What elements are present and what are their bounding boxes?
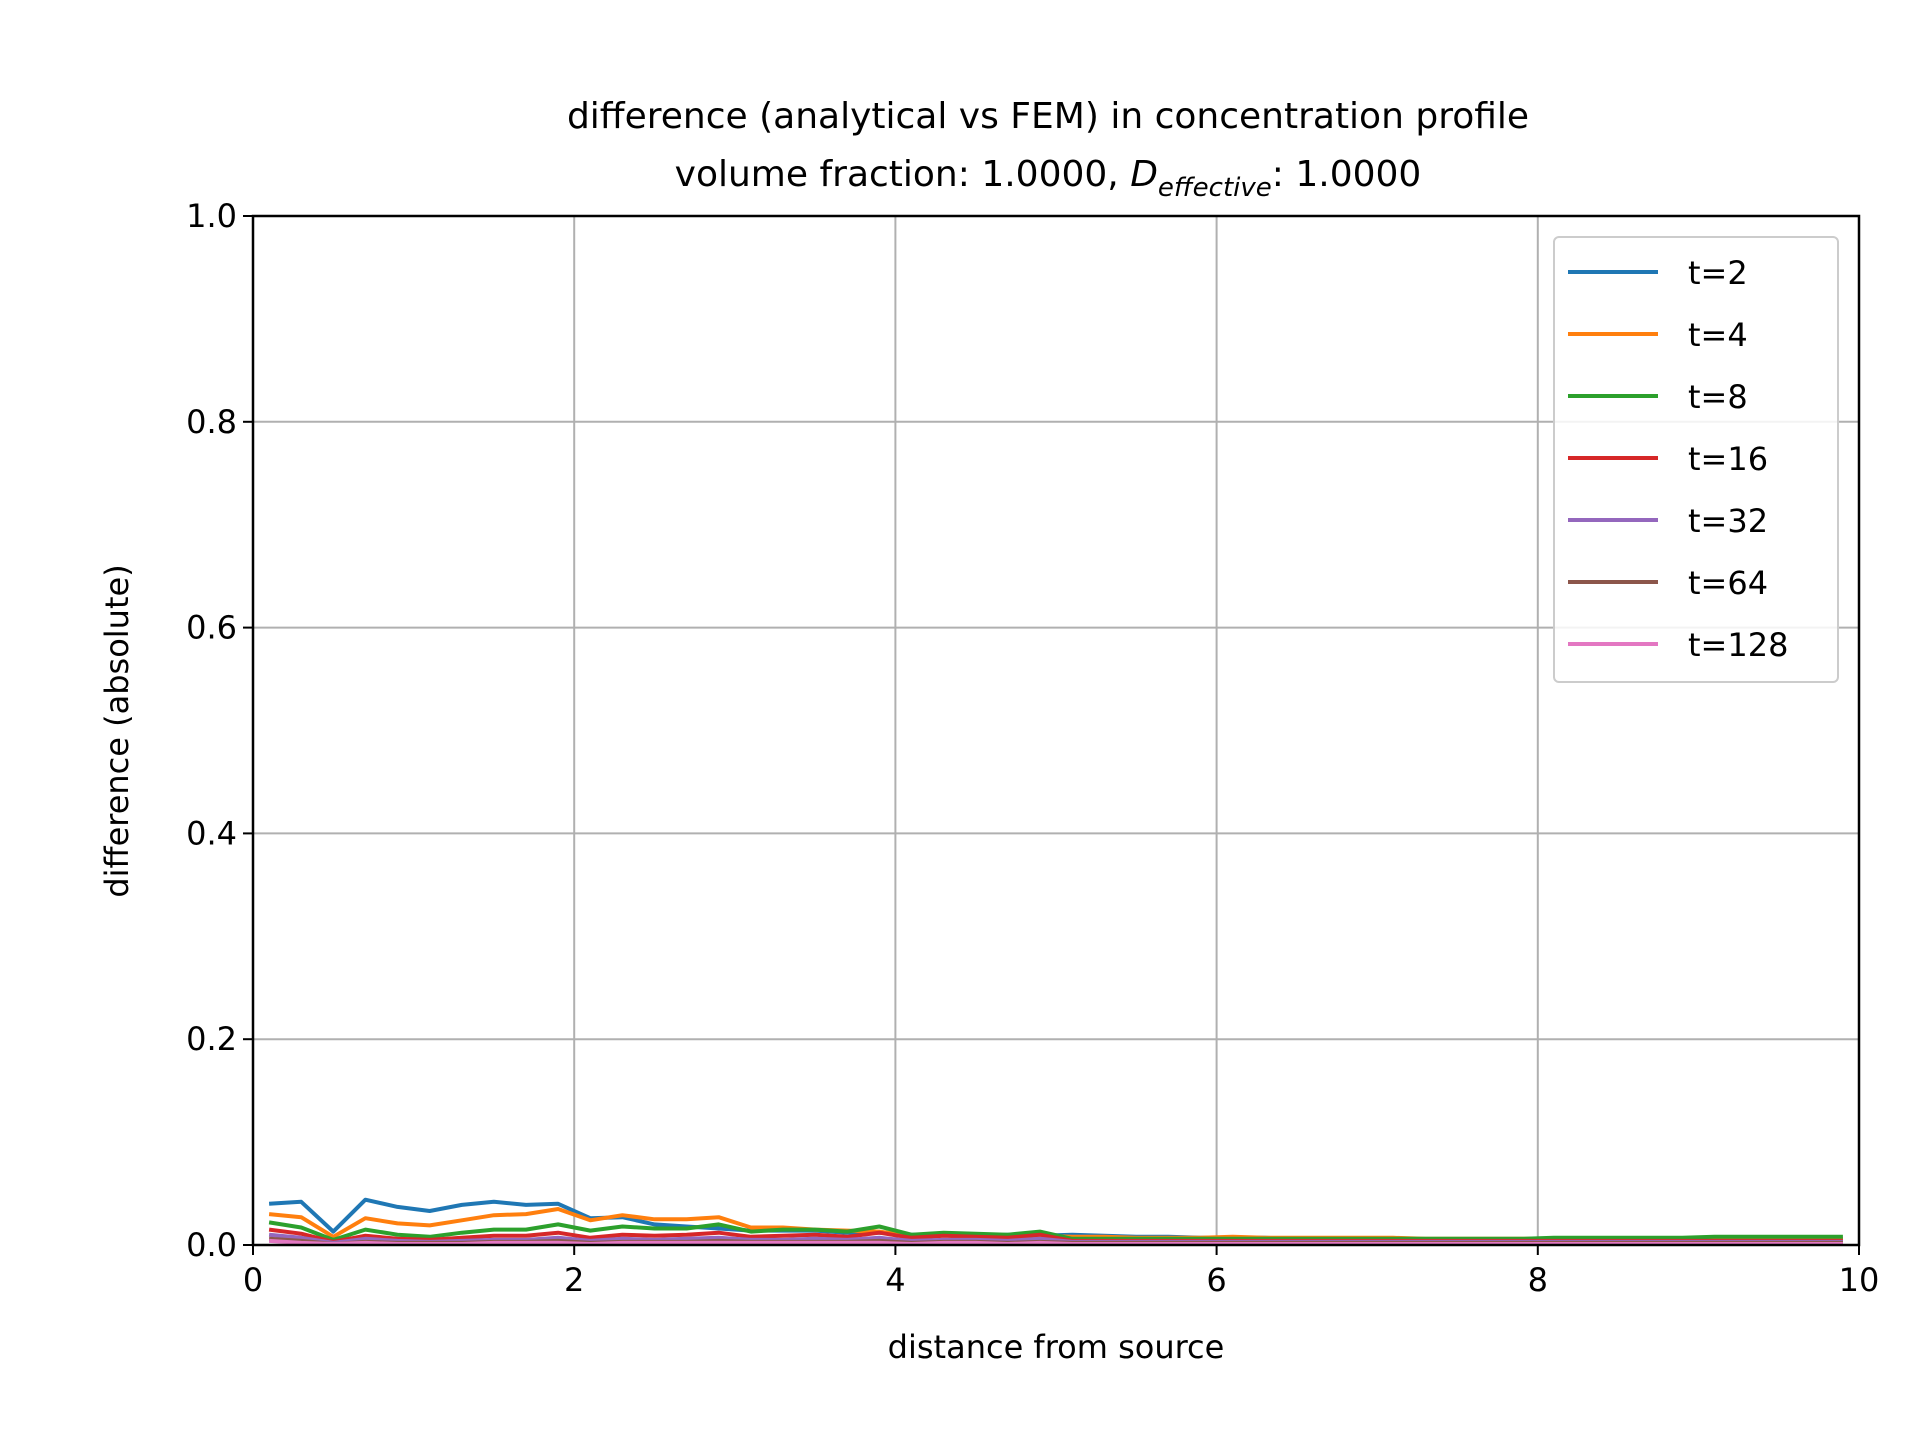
y-tick-label: 0.2	[186, 1020, 237, 1058]
legend-entry-label: t=2	[1688, 254, 1748, 292]
y-axis-label: difference (absolute)	[98, 564, 136, 897]
x-tick-label: 2	[564, 1261, 584, 1299]
chart-title-subscript: effective	[1158, 173, 1272, 203]
chart-title-symbol: D	[1130, 154, 1158, 195]
legend-box	[1553, 236, 1839, 683]
y-tick-label: 0.0	[186, 1226, 237, 1264]
series-line-t-8	[268, 1220, 1843, 1242]
chart-title-suffix: : 1.0000	[1272, 154, 1422, 195]
chart-title-prefix: volume fraction: 1.0000,	[675, 154, 1131, 195]
x-tick-label: 6	[1206, 1261, 1226, 1299]
y-tick-label: 1.0	[186, 197, 237, 235]
chart-title-line2: volume fraction: 1.0000, Deffective: 1.0…	[675, 154, 1422, 203]
y-tick-label: 0.6	[186, 609, 237, 647]
x-tick-label: 0	[243, 1261, 263, 1299]
legend-entry-label: t=32	[1688, 502, 1768, 540]
x-tick-label: 4	[885, 1261, 905, 1299]
x-axis-label: distance from source	[888, 1328, 1225, 1366]
chart-title-line1: difference (analytical vs FEM) in concen…	[567, 96, 1529, 137]
legend-entry-label: t=8	[1688, 378, 1748, 416]
x-tick-label: 10	[1839, 1261, 1880, 1299]
legend-entry-label: t=4	[1688, 316, 1748, 354]
legend-entry-label: t=16	[1688, 440, 1768, 478]
y-tick-label: 0.4	[186, 814, 237, 852]
series-lines	[268, 1197, 1843, 1246]
x-tick-label: 8	[1528, 1261, 1548, 1299]
legend-entry-label: t=64	[1688, 564, 1768, 602]
axis-ticks: 0 2 4 6 8 10 0.0 0.2 0.4 0.6 0.8 1.0	[186, 197, 1879, 1299]
plot-frame	[251, 214, 1861, 1247]
legend: t=2 t=4 t=8 t=16 t=32 t=64 t=128	[1553, 236, 1839, 683]
legend-entry-label: t=128	[1688, 626, 1788, 664]
y-tick-label: 0.8	[186, 403, 237, 441]
